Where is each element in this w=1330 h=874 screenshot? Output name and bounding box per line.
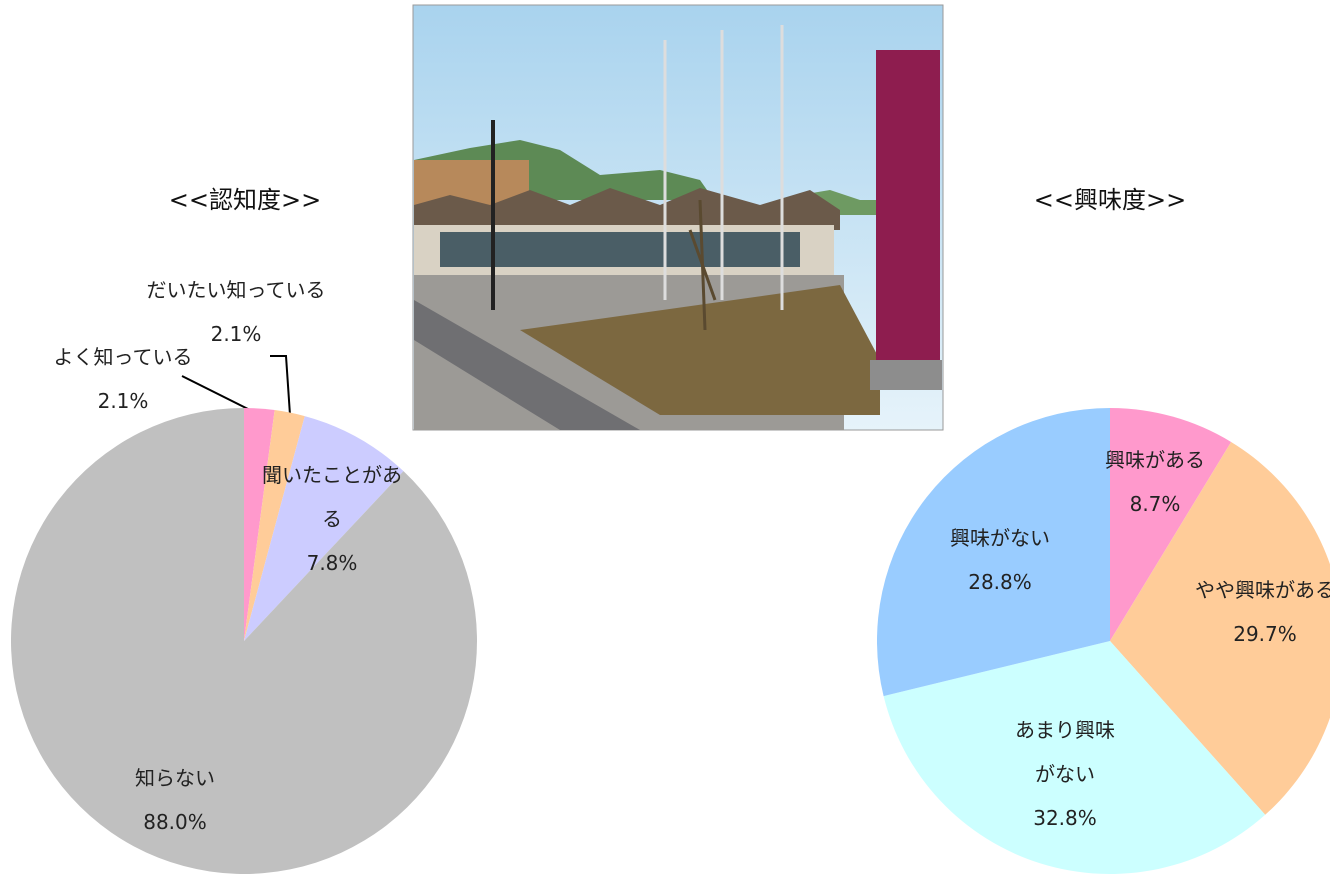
pie-slice [11, 408, 478, 874]
category-label: 興味がない [950, 526, 1050, 550]
slice-label: やや興味がある 29.7% [1195, 568, 1330, 656]
pie-slice [1110, 441, 1330, 815]
pie-slice [244, 408, 275, 641]
slice-label: よく知っている 2.1% [54, 335, 193, 423]
pie-slice [1110, 408, 1232, 641]
value-label: 28.8% [968, 570, 1032, 594]
value-label: 7.8% [306, 551, 358, 575]
slice-label: 知らない 88.0% [135, 756, 215, 844]
leader-lines [181, 355, 291, 416]
slice-label: あまり興味がない 32.8% [1013, 708, 1118, 840]
category-label: 聞いたことがある [262, 463, 402, 531]
category-label: あまり興味がない [1015, 718, 1115, 786]
pie-slice [883, 641, 1266, 874]
category-label: 知らない [135, 766, 215, 790]
value-label: 88.0% [143, 810, 207, 834]
category-label: だいたい知っている [146, 278, 326, 302]
slice-label: 聞いたことがある 7.8% [262, 453, 402, 585]
value-label: 32.8% [1033, 806, 1097, 830]
chart-title: <<興味度>> [1033, 186, 1187, 214]
slice-label: 興味がない 28.8% [950, 516, 1050, 604]
pie-slice [244, 416, 404, 641]
photo [412, 4, 944, 431]
category-label: やや興味がある [1195, 578, 1330, 602]
category-label: 興味がある [1105, 448, 1205, 472]
chart-title: <<認知度>> [168, 186, 322, 214]
slice-label: 興味がある 8.7% [1105, 438, 1205, 526]
value-label: 8.7% [1129, 492, 1181, 516]
pie-slice [877, 408, 1110, 697]
value-label: 2.1% [210, 322, 262, 346]
value-label: 2.1% [97, 389, 149, 413]
slice-label: だいたい知っている 2.1% [147, 268, 326, 356]
value-label: 29.7% [1233, 622, 1297, 646]
pie-slice [244, 410, 305, 641]
category-label: よく知っている [53, 345, 193, 369]
